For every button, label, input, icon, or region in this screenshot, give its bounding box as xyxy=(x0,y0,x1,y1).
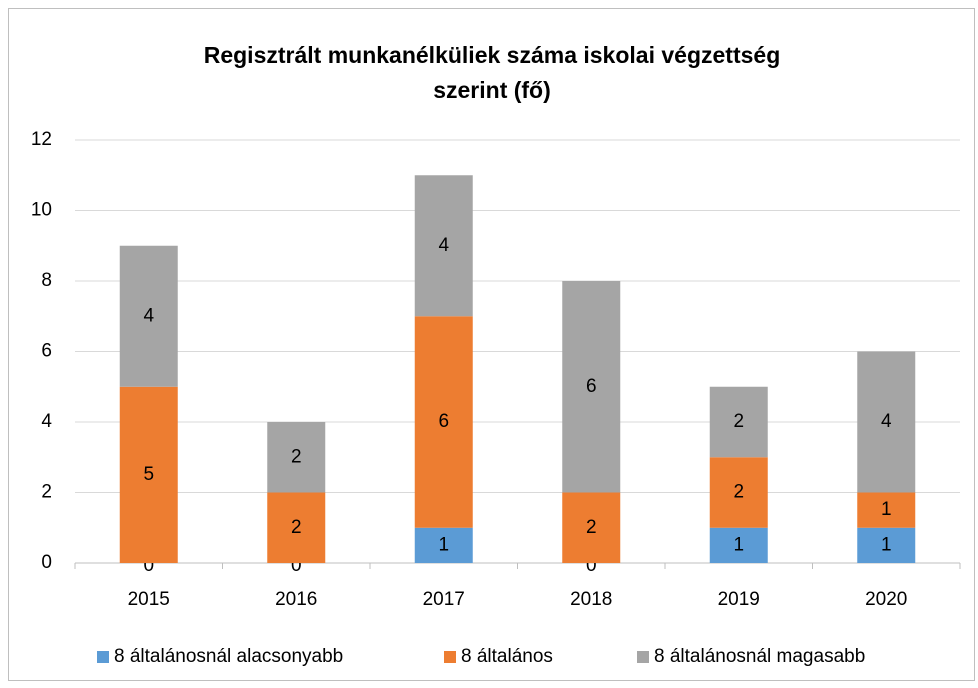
value-label: 2 xyxy=(291,517,302,538)
bar-segment xyxy=(414,527,473,563)
value-label: 2 xyxy=(733,482,744,503)
bar-segment xyxy=(857,492,916,528)
bar-segment xyxy=(267,422,326,493)
y-tick-label: 4 xyxy=(41,411,52,432)
value-label: 6 xyxy=(438,411,449,432)
bar-segment xyxy=(119,245,178,387)
bar-segment xyxy=(857,527,916,563)
bar-segment xyxy=(857,351,916,493)
chart-title: Regisztrált munkanélküliek száma iskolai… xyxy=(204,42,781,68)
value-label: 6 xyxy=(586,376,597,397)
value-label: 2 xyxy=(586,517,597,538)
y-tick-label: 6 xyxy=(41,341,52,362)
chart-title: szerint (fő) xyxy=(433,77,551,103)
value-label: 1 xyxy=(881,534,892,555)
legend-label: 8 általános xyxy=(461,646,553,667)
bar-segment xyxy=(414,175,473,317)
bar-segment xyxy=(119,386,178,563)
bar-segment xyxy=(709,527,768,563)
bar-segment xyxy=(267,492,326,563)
x-tick-label: 2016 xyxy=(275,589,317,610)
bar-segment xyxy=(562,492,621,563)
legend-label: 8 általánosnál magasabb xyxy=(654,646,865,667)
legend-swatch xyxy=(97,651,109,663)
value-label: 0 xyxy=(291,555,302,576)
bar-segment xyxy=(709,457,768,528)
value-label: 1 xyxy=(438,534,449,555)
x-tick-label: 2018 xyxy=(570,589,612,610)
y-tick-label: 0 xyxy=(41,552,52,573)
value-label: 5 xyxy=(143,464,154,485)
y-tick-label: 2 xyxy=(41,482,52,503)
value-label: 4 xyxy=(881,411,892,432)
x-tick-label: 2017 xyxy=(423,589,465,610)
value-label: 0 xyxy=(586,555,597,576)
value-label: 4 xyxy=(438,235,449,256)
value-label: 1 xyxy=(733,534,744,555)
y-tick-label: 8 xyxy=(41,270,52,291)
legend-swatch xyxy=(637,651,649,663)
y-tick-label: 10 xyxy=(31,200,52,221)
y-tick-label: 12 xyxy=(31,129,52,150)
value-label: 0 xyxy=(143,555,154,576)
x-tick-label: 2015 xyxy=(128,589,170,610)
bar-segment xyxy=(414,316,473,528)
value-label: 2 xyxy=(733,411,744,432)
legend-label: 8 általánosnál alacsonyabb xyxy=(114,646,343,667)
x-tick-label: 2019 xyxy=(718,589,760,610)
bar-segment xyxy=(709,386,768,458)
bar-segment xyxy=(562,281,621,493)
value-label: 4 xyxy=(143,305,154,326)
value-label: 2 xyxy=(291,446,302,467)
value-label: 1 xyxy=(881,499,892,520)
legend-swatch xyxy=(444,651,456,663)
x-tick-label: 2020 xyxy=(865,589,907,610)
